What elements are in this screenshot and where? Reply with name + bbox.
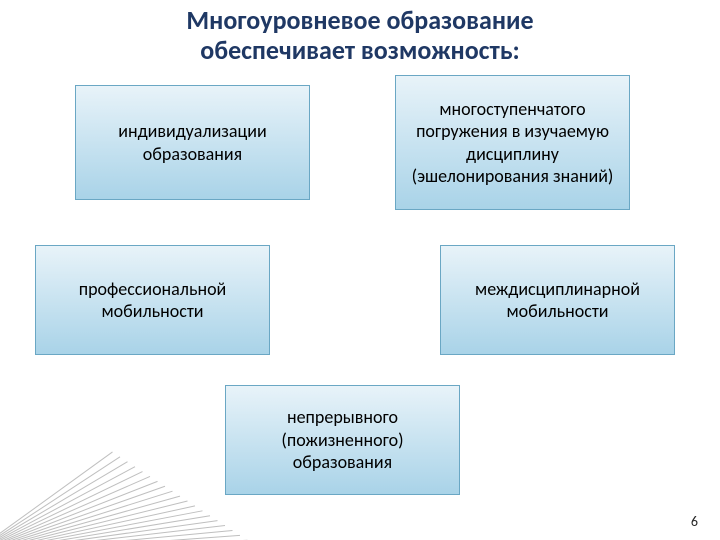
title-line-2: обеспечивает возможность: [0,36,720,66]
slide: Многоуровневое образование обеспечивает … [0,0,720,540]
slide-title: Многоуровневое образование обеспечивает … [0,6,720,66]
info-box-label: непрерывного (пожизненного) образования [236,406,449,474]
title-line-1: Многоуровневое образование [0,6,720,36]
info-box-b5: непрерывного (пожизненного) образования [225,385,460,495]
info-box-b2: многоступенчатого погружения в изучаемую… [395,75,630,210]
info-box-label: индивидуализации образования [86,120,299,165]
info-box-b1: индивидуализации образования [75,85,310,200]
page-number: 6 [691,513,698,530]
info-box-label: многоступенчатого погружения в изучаемую… [406,98,619,188]
info-box-b4: междисциплинарной мобильности [440,245,675,355]
info-box-b3: профессиональной мобильности [35,245,270,355]
info-box-label: междисциплинарной мобильности [451,278,664,323]
info-box-label: профессиональной мобильности [46,278,259,323]
